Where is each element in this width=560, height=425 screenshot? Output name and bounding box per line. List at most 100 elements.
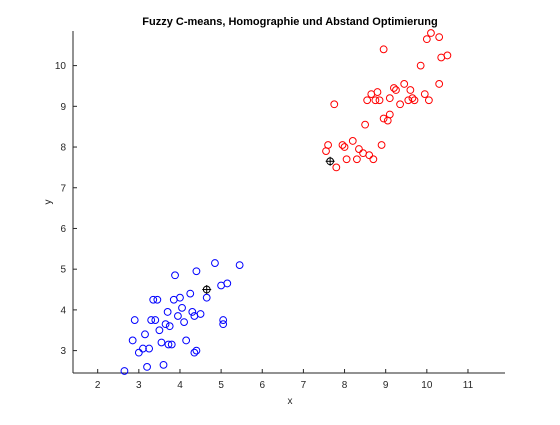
x-tick-label: 11 (463, 380, 474, 391)
scatter-point-series-1 (149, 295, 158, 304)
scatter-point-series-2 (375, 96, 384, 105)
scatter-point-series-2 (348, 137, 357, 145)
y-tick-label: 5 (60, 265, 66, 276)
scatter-point-series-1 (143, 362, 151, 371)
y-tick-label: 6 (60, 224, 66, 235)
scatter-point-series-2 (352, 155, 361, 164)
scatter-point-series-1 (159, 360, 168, 369)
scatter-point-series-1 (174, 312, 182, 320)
scatter-point-series-2 (379, 45, 388, 54)
scatter-point-series-1 (192, 346, 201, 355)
scatter-point-series-1 (155, 326, 164, 335)
scatter-point-series-2 (365, 151, 374, 160)
scatter-point-series-2 (443, 51, 452, 60)
scatter-point-series-2 (427, 29, 435, 37)
scatter-point-series-1 (192, 267, 201, 276)
x-tick-label: 6 (259, 380, 265, 391)
scatter-point-series-2 (340, 143, 349, 151)
scatter-point-series-1 (219, 316, 228, 324)
scatter-point-series-1 (145, 344, 154, 353)
y-tick-label: 10 (55, 61, 67, 72)
scatter-point-series-1 (180, 318, 188, 327)
scatter-point-series-1 (134, 348, 143, 357)
scatter-point-series-2 (400, 80, 409, 88)
chart-title: Fuzzy C-means, Homographie und Abstand O… (142, 16, 437, 28)
scatter-point-series-2 (355, 145, 363, 153)
scatter-point-series-2 (424, 96, 433, 105)
scatter-point-series-2 (330, 100, 339, 109)
scatter-point-series-2 (332, 163, 341, 172)
scatter-point-series-1 (219, 320, 228, 329)
scatter-point-series-2 (379, 114, 388, 123)
scatter-point-series-2 (392, 86, 400, 94)
x-tick-label: 3 (136, 380, 142, 391)
y-axis-label: y (43, 200, 54, 205)
scatter-point-series-1 (139, 344, 147, 353)
scatter-point-series-1 (120, 367, 129, 375)
x-tick-label: 7 (301, 380, 307, 391)
scatter-point-series-2 (408, 94, 417, 103)
scatter-point-series-2 (361, 120, 370, 129)
y-tick-label: 7 (60, 183, 66, 194)
scatter-point-series-2 (342, 155, 351, 164)
scatter-point-series-2 (377, 141, 386, 149)
y-tick-label: 4 (60, 305, 66, 316)
scatter-point-series-1 (163, 308, 172, 316)
scatter-point-series-2 (371, 96, 380, 105)
x-axis-label: x (288, 396, 293, 407)
scatter-point-series-1 (223, 279, 232, 288)
scatter-point-series-2 (385, 110, 394, 119)
scatter-point-series-2 (363, 96, 372, 105)
scatter-point-series-2 (338, 141, 347, 149)
scatter-point-series-2 (390, 84, 398, 92)
scatter-point-series-1 (165, 322, 174, 331)
scatter-point-series-2 (406, 86, 415, 94)
scatter-point-series-1 (130, 316, 139, 324)
scatter-point-series-1 (151, 316, 160, 324)
y-tick-label: 8 (60, 143, 66, 154)
scatter-point-series-2 (435, 80, 444, 88)
x-tick-label: 10 (421, 380, 433, 391)
scatter-point-series-1 (167, 340, 176, 349)
scatter-point-series-1 (190, 348, 199, 357)
cluster-center-point (325, 156, 335, 166)
scatter-point-series-2 (410, 96, 419, 105)
scatter-point-series-2 (369, 155, 378, 164)
scatter-point-series-1 (186, 289, 195, 298)
x-tick-label: 4 (177, 380, 183, 391)
scatter-point-series-2 (373, 88, 382, 96)
scatter-point-series-1 (235, 261, 244, 270)
x-tick-label: 9 (383, 380, 389, 391)
scatter-point-series-1 (188, 308, 197, 316)
scatter-point-series-1 (182, 336, 191, 345)
scatter-point-series-1 (164, 340, 173, 349)
axes: 2 3 4 5 6 7 8 9 10 11 3 4 5 6 7 8 9 10 (55, 31, 505, 391)
scatter-point-series-2 (422, 35, 431, 44)
scatter-point-series-2 (420, 90, 429, 99)
labels: Fuzzy C-means, Homographie und Abstand O… (43, 16, 438, 407)
scatter-point-series-2 (404, 96, 413, 105)
scatter-point-series-1 (176, 293, 184, 302)
x-tick-label: 2 (95, 380, 101, 391)
x-tick-label: 8 (342, 380, 348, 391)
scatter-point-series-1 (202, 293, 211, 302)
scatter-point-series-1 (211, 259, 219, 267)
y-tick-label: 3 (60, 346, 66, 357)
scatter-point-series-2 (416, 61, 425, 70)
y-tick-label: 9 (60, 102, 66, 113)
scatter-point-series-1 (161, 320, 170, 329)
scatter-point-series-1 (128, 336, 137, 345)
scatter-point-series-1 (196, 310, 205, 318)
data-points (120, 29, 452, 375)
scatter-point-series-2 (396, 100, 404, 109)
scatter-point-series-1 (178, 303, 186, 312)
scatter-point-series-1 (171, 271, 179, 280)
scatter-point-series-2 (385, 94, 394, 103)
scatter-point-series-2 (324, 141, 332, 149)
scatter-point-series-1 (157, 338, 166, 347)
scatter-point-series-1 (141, 330, 149, 339)
x-tick-label: 5 (218, 380, 224, 391)
scatter-point-series-1 (153, 295, 162, 304)
